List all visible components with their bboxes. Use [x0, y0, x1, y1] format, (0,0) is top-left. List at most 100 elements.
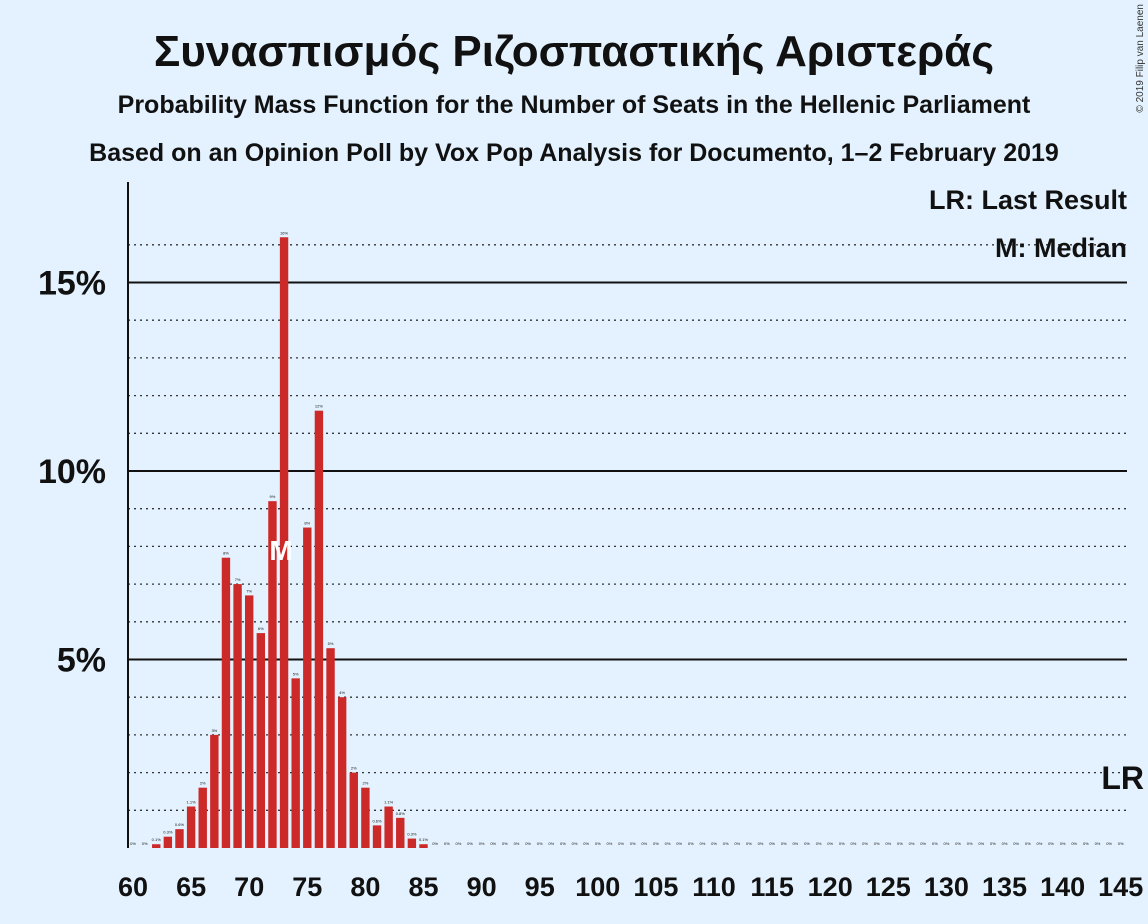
bar-value-label: 0%	[792, 841, 798, 846]
bar-value-label: 0%	[932, 841, 938, 846]
bar-value-label: 0%	[955, 841, 961, 846]
bar-value-label: 0%	[665, 841, 671, 846]
bar-value-label: 0%	[734, 841, 740, 846]
bar-value-label: 0%	[769, 841, 775, 846]
bar	[407, 838, 417, 848]
bar-value-label: 0%	[944, 841, 950, 846]
bar-value-label: 0.1%	[152, 837, 162, 842]
bar-value-label: 0%	[1106, 841, 1112, 846]
bar-value-label: 7%	[246, 588, 252, 593]
bar-value-label: 16%	[280, 230, 288, 235]
bar-value-label: 0%	[537, 841, 543, 846]
bar-value-label: 0%	[572, 841, 578, 846]
bar	[152, 844, 161, 848]
bar	[186, 806, 196, 848]
bar-value-label: 0%	[688, 841, 694, 846]
bar-value-label: 0%	[1013, 841, 1019, 846]
bar-value-label: 0%	[1118, 841, 1124, 846]
bar	[291, 678, 300, 848]
x-tick-label: 85	[408, 872, 438, 902]
bar-value-label: 0%	[653, 841, 659, 846]
bar-value-label: 6%	[258, 626, 264, 631]
legend-last-result: LR: Last Result	[929, 185, 1127, 215]
bar-value-label: 0%	[618, 841, 624, 846]
bar-value-label: 0.3%	[407, 832, 417, 837]
bar-value-label: 0%	[607, 841, 613, 846]
bar	[233, 584, 242, 848]
bar-value-label: 0%	[455, 841, 461, 846]
x-tick-label: 65	[176, 872, 206, 902]
bar	[256, 633, 266, 848]
x-axis-ticks: 60 65 70 75 80 85 90 95 100 105 110 115 120 125 130 135…	[118, 872, 1143, 902]
bar	[337, 697, 347, 848]
bar-value-label: 0%	[1071, 841, 1077, 846]
bar	[268, 501, 277, 848]
bar	[396, 817, 405, 848]
chart-subtitle-source: Based on an Opinion Poll by Vox Pop Anal…	[89, 139, 1059, 167]
bar-value-label: 0%	[897, 841, 903, 846]
bar-value-label: 1.1%	[187, 800, 197, 805]
bar-value-label: 0%	[467, 841, 473, 846]
bar-value-label: 3%	[211, 728, 217, 733]
bar-value-label: 4%	[339, 690, 345, 695]
bar-value-label: 0%	[130, 841, 136, 846]
bar	[221, 557, 231, 848]
bar-value-label: 0%	[1060, 841, 1066, 846]
bar-value-label: 0%	[758, 841, 764, 846]
bar-value-label: 0%	[711, 841, 717, 846]
bar-value-label: 5%	[328, 641, 334, 646]
bar-value-label: 0%	[978, 841, 984, 846]
x-tick-label: 130	[924, 872, 969, 902]
bar-value-label: 0%	[827, 841, 833, 846]
bar-value-label: 0%	[990, 841, 996, 846]
bars	[152, 237, 428, 848]
bar-value-label: 0%	[560, 841, 566, 846]
bar-value-label: 0.6%	[372, 818, 382, 823]
bar-value-label: 0.6%	[175, 822, 185, 827]
bar-value-label: 0%	[967, 841, 973, 846]
bar-value-label: 5%	[293, 671, 299, 676]
chart-title: Συνασπισμός Ριζοσπαστικής Αριστεράς	[154, 27, 994, 76]
bar	[163, 836, 173, 848]
x-tick-label: 70	[234, 872, 264, 902]
bar-value-label: 0%	[920, 841, 926, 846]
bar	[198, 787, 207, 848]
bar	[175, 829, 184, 848]
bar-value-label: 0%	[839, 841, 845, 846]
bar	[303, 527, 312, 848]
bar	[419, 844, 428, 848]
bar-value-label: 0%	[816, 841, 822, 846]
bar-value-label: 0%	[502, 841, 508, 846]
bar	[361, 787, 370, 848]
bar-value-label: 2%	[363, 781, 369, 786]
bar-value-label: 0%	[909, 841, 915, 846]
copyright-notice: © 2019 Filip van Laenen	[1135, 4, 1146, 113]
bar-value-label: 0%	[595, 841, 601, 846]
median-marker: M	[269, 535, 292, 566]
bar-value-label: 0%	[514, 841, 520, 846]
x-tick-label: 135	[982, 872, 1027, 902]
last-result-marker: LR	[1101, 760, 1144, 796]
bar-value-label: 0%	[1095, 841, 1101, 846]
x-tick-label: 75	[292, 872, 322, 902]
bar-value-label: 0%	[851, 841, 857, 846]
bar-value-label: 2%	[351, 766, 357, 771]
bar-value-label: 0.8%	[396, 811, 406, 816]
x-tick-label: 100	[575, 872, 620, 902]
gridlines	[128, 244, 1127, 811]
bar-value-label: 9%	[270, 494, 276, 499]
bar-value-label: 0%	[142, 841, 148, 846]
bar-value-label: 0%	[525, 841, 531, 846]
y-tick-label: 5%	[57, 642, 106, 680]
bar-value-label: 8%	[223, 551, 229, 556]
bar	[245, 595, 254, 848]
bar-value-label: 0%	[1002, 841, 1008, 846]
x-tick-label: 120	[808, 872, 853, 902]
bar-value-label: 0%	[583, 841, 589, 846]
bar	[314, 410, 324, 848]
bar-value-label: 8%	[304, 521, 310, 526]
bar-value-label: 0%	[490, 841, 496, 846]
bar-value-label: 0%	[630, 841, 636, 846]
bar-value-label: 0%	[1036, 841, 1042, 846]
